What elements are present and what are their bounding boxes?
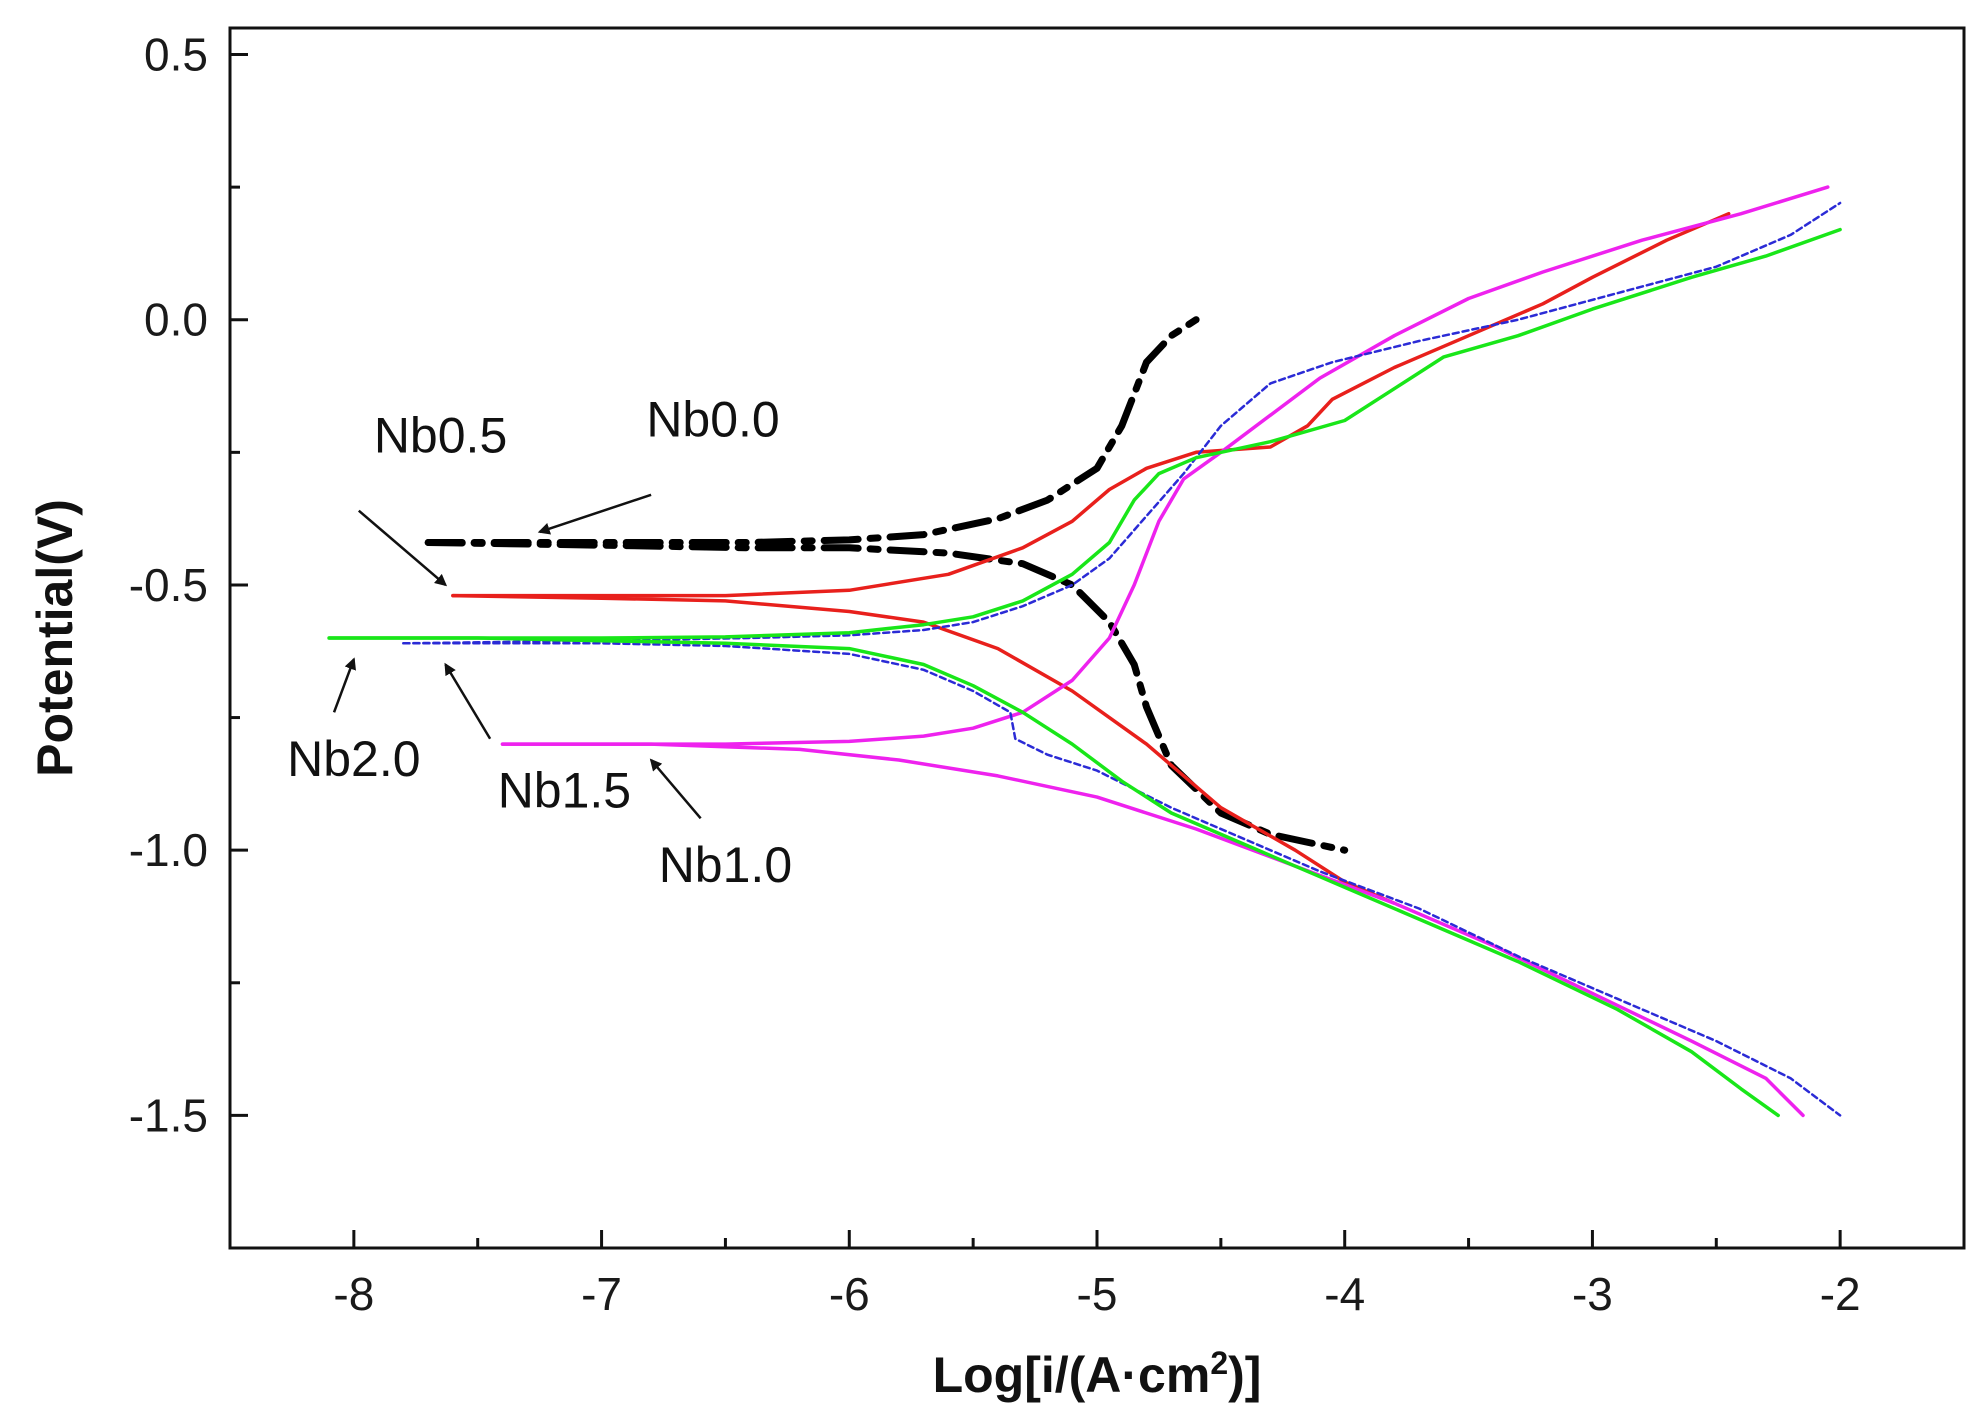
x-tick-label: -3	[1572, 1268, 1613, 1320]
curve-annotations: Nb0.0 Nb0.5 Nb2.0 Nb1.5 Nb1.0	[287, 391, 792, 893]
series-line-nb2-0-cathodic	[327, 636, 1780, 1118]
annotation-label-nb2-0: Nb2.0	[287, 731, 420, 787]
y-axis-title: Potential(V)	[27, 499, 83, 777]
annotation-arrow-nb0-5	[357, 509, 448, 587]
y-tick-label: 0.5	[144, 29, 208, 81]
annotation-arrow-nb1-5	[444, 662, 492, 740]
y-tick-label: -1.0	[129, 824, 208, 876]
y-axis-ticks: 0.5 0.0 -0.5 -1.0 -1.5	[129, 29, 248, 1250]
x-axis-ticks: -8 -7 -6 -5 -4 -3 -2	[228, 1230, 1966, 1320]
series-line-nb0-5-anodic	[451, 211, 1731, 598]
series-line-nb1-0-anodic	[500, 185, 1830, 746]
series-line-nb1-5-cathodic	[402, 642, 1842, 1117]
annotation-label-nb1-5: Nb1.5	[498, 763, 631, 819]
x-tick-label: -8	[333, 1268, 374, 1320]
annotation-label-nb0-5: Nb0.5	[374, 407, 507, 463]
series-line-nb1-5-anodic	[402, 201, 1842, 645]
annotation-arrow-nb1-0	[649, 758, 702, 820]
annotation-label-nb0-0: Nb0.0	[646, 391, 779, 447]
series-line-nb0-0-anodic	[424, 316, 1200, 546]
annotation-label-nb1-0: Nb1.0	[659, 837, 792, 893]
series-line-nb2-0-anodic	[327, 227, 1842, 640]
x-tick-label: -7	[581, 1268, 622, 1320]
x-tick-label: -6	[829, 1268, 870, 1320]
y-tick-label: -0.5	[129, 559, 208, 611]
x-axis-title: Log[i/(A·cm2)]	[933, 1345, 1262, 1403]
x-tick-label: -5	[1077, 1268, 1118, 1320]
x-tick-label: -2	[1820, 1268, 1861, 1320]
series-line-nb0-5-cathodic	[451, 593, 1397, 905]
annotation-arrow-nb2-0	[332, 657, 356, 713]
series-lines	[327, 185, 1842, 1118]
annotation-arrow-nb0-0	[537, 493, 652, 535]
x-tick-label: -4	[1324, 1268, 1365, 1320]
y-tick-label: 0.0	[144, 294, 208, 346]
series-line-nb0-0-cathodic	[424, 539, 1349, 854]
y-tick-label: -1.5	[129, 1089, 208, 1141]
series-line-nb1-0-cathodic	[500, 742, 1805, 1118]
